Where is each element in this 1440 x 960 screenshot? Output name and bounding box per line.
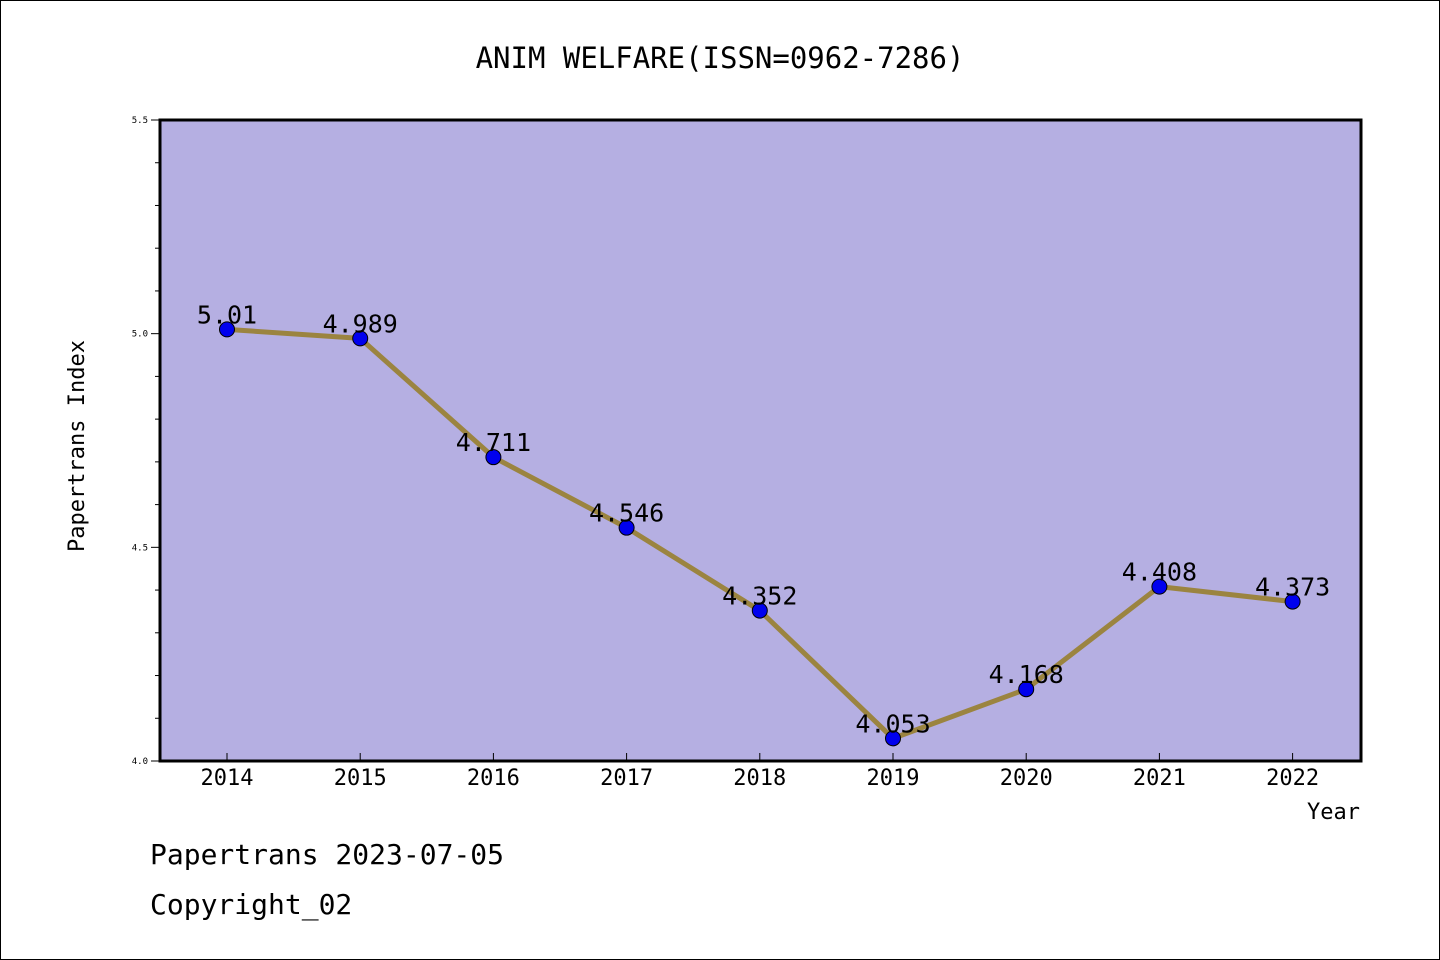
x-tick-label: 2015	[334, 766, 387, 791]
y-axis-ticks	[151, 119, 160, 762]
x-tick-label: 2022	[1266, 766, 1319, 791]
chart-title: ANIM WELFARE(ISSN=0962-7286)	[476, 41, 965, 75]
data-labels: 5.01 4.989 4.711 4.546 4.352 4.053 4.168 4.408 4…	[197, 300, 1330, 738]
data-label: 4.352	[722, 582, 797, 611]
footer-date: Papertrans 2023-07-05	[150, 838, 504, 871]
x-tick-label: 2016	[467, 766, 520, 791]
x-axis-label: Year	[1307, 800, 1360, 825]
x-axis-ticks	[226, 753, 1294, 761]
y-tick-label: 4.5	[132, 543, 148, 553]
data-point	[485, 449, 502, 466]
x-axis-tick-labels: 2014 2015 2016 2017 2018 2019 2020 2021 2022	[201, 766, 1320, 791]
data-point	[1018, 681, 1035, 698]
x-tick-label: 2019	[867, 766, 920, 791]
data-label: 4.373	[1255, 573, 1330, 602]
x-tick-label: 2014	[201, 766, 254, 791]
data-points	[219, 321, 1301, 747]
data-point	[219, 321, 235, 338]
data-point	[751, 602, 768, 619]
x-tick-label: 2020	[1000, 766, 1053, 791]
y-axis-label: Papertrans Index	[65, 340, 90, 552]
data-label: 4.168	[989, 660, 1064, 689]
data-label: 4.711	[456, 428, 531, 457]
data-label: 4.408	[1122, 558, 1197, 587]
data-label: 5.01	[197, 300, 257, 329]
x-tick-label: 2018	[733, 766, 786, 791]
data-point	[1284, 593, 1301, 610]
x-tick-label: 2021	[1133, 766, 1186, 791]
data-point	[618, 519, 635, 536]
y-tick-label: 4.0	[132, 757, 148, 767]
x-tick-label: 2017	[600, 766, 653, 791]
data-label: 4.053	[855, 709, 930, 738]
data-point	[1151, 578, 1168, 595]
plot-area	[158, 118, 1363, 763]
data-label: 4.546	[589, 499, 664, 528]
data-point	[352, 330, 369, 347]
y-axis-tick-labels: 4.0 4.5 5.0 5.5	[132, 116, 148, 767]
y-tick-label: 5.5	[132, 116, 148, 126]
y-tick-label: 5.0	[132, 330, 148, 340]
data-point	[885, 730, 901, 747]
data-label: 4.989	[323, 309, 398, 338]
footer-copyright: Copyright_02	[150, 888, 352, 922]
